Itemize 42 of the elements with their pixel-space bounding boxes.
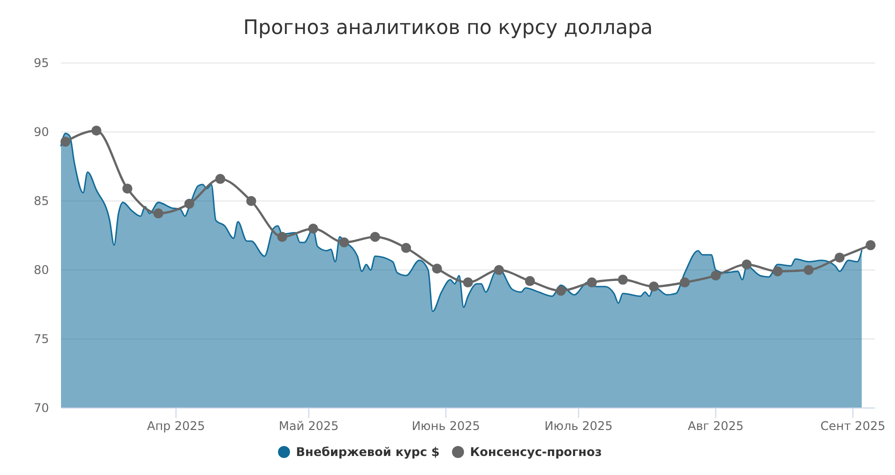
point <box>742 259 752 270</box>
point <box>524 276 535 286</box>
x-tick-label: Авг 2025 <box>688 419 744 433</box>
point <box>618 274 628 285</box>
y-tick-label: 70 <box>34 401 49 415</box>
y-tick-label: 95 <box>34 56 49 70</box>
y-tick-label: 90 <box>34 125 49 139</box>
point <box>153 208 164 218</box>
point <box>184 198 194 209</box>
point <box>556 286 566 296</box>
point <box>710 270 721 281</box>
point <box>246 196 256 206</box>
y-tick-label: 85 <box>34 194 49 208</box>
point <box>772 266 783 276</box>
chart-title: Прогноз аналитиков по курсу доллара <box>243 15 653 39</box>
legend-label: Внебиржевой курс $ <box>296 445 440 459</box>
y-tick-label: 80 <box>34 263 49 277</box>
point <box>308 224 318 234</box>
point <box>60 136 70 147</box>
point <box>804 265 814 275</box>
legend-label: Консенсус-прогноз <box>470 445 602 459</box>
point <box>463 277 473 288</box>
x-tick-label: Июнь 2025 <box>412 419 480 433</box>
point <box>432 264 442 274</box>
point <box>680 277 690 288</box>
point <box>648 282 659 292</box>
y-tick-label: 75 <box>34 332 49 346</box>
point <box>370 232 380 242</box>
point <box>834 252 845 263</box>
point <box>91 126 102 136</box>
x-tick-label: Апр 2025 <box>147 419 206 433</box>
point <box>215 174 226 184</box>
x-tick-label: Сент 2025 <box>820 419 886 433</box>
point <box>277 232 288 242</box>
point <box>401 242 412 253</box>
point <box>866 240 876 250</box>
point <box>494 265 504 275</box>
x-tick-label: Июль 2025 <box>544 419 613 433</box>
point <box>339 237 350 248</box>
x-tick-label: Май 2025 <box>278 419 339 433</box>
point <box>586 277 597 288</box>
point <box>122 184 132 194</box>
